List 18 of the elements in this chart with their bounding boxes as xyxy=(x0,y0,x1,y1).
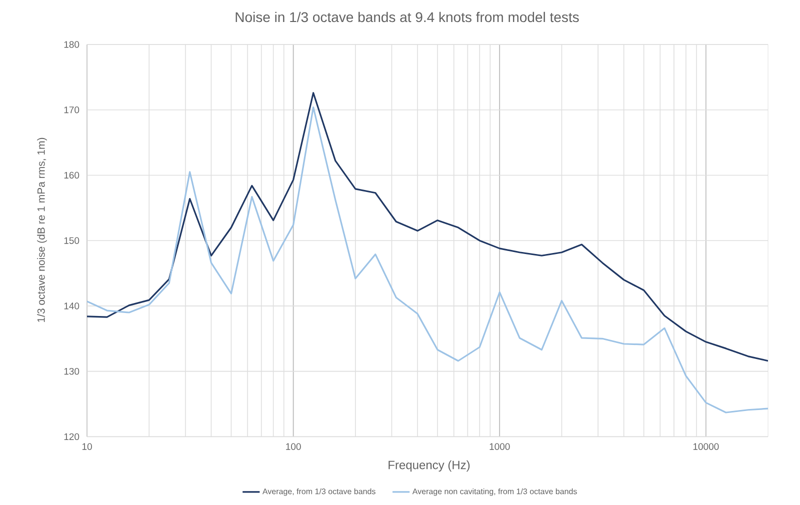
legend-label: Average, from 1/3 octave bands xyxy=(262,488,376,496)
x-axis-title: Frequency (Hz) xyxy=(388,460,470,472)
x-tick-label: 10000 xyxy=(693,443,719,450)
y-tick-label: 150 xyxy=(64,237,80,244)
y-tick-label: 160 xyxy=(64,172,80,179)
x-tick-label: 1000 xyxy=(490,443,510,450)
y-tick-label: 130 xyxy=(64,368,80,375)
y-tick-label: 120 xyxy=(64,433,80,440)
y-tick-label: 170 xyxy=(64,106,80,114)
legend-label: Average non cavitating, from 1/3 octave bands xyxy=(412,488,577,496)
line-series xyxy=(87,92,768,362)
y-axis-title: 1/3 octave noise (dB re 1 mPa rms, 1m) xyxy=(37,138,47,322)
y-tick-label: 140 xyxy=(64,302,80,310)
x-tick-label: 100 xyxy=(286,443,301,450)
y-tick-label: 180 xyxy=(64,41,80,48)
chart-title: Noise in 1/3 octave bands at 9.4 knots from model tests xyxy=(236,12,579,22)
x-tick-label: 10 xyxy=(82,443,92,450)
line-series xyxy=(87,106,768,414)
